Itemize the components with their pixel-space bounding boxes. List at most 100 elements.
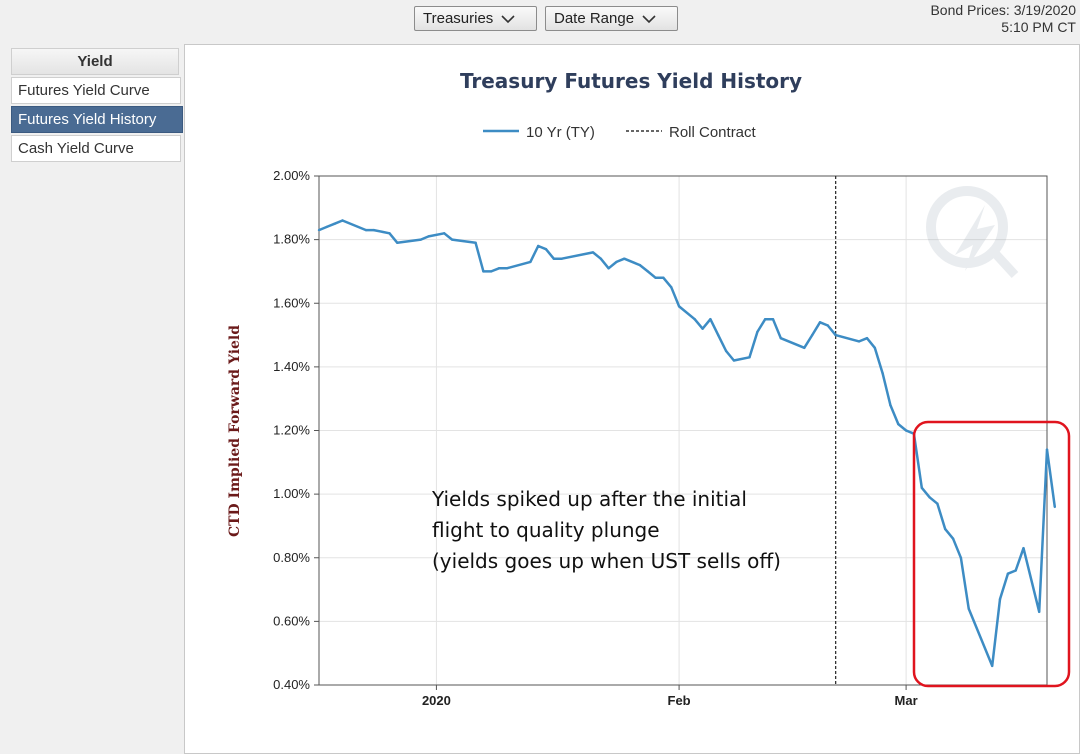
- legend-label-roll: Roll Contract: [669, 124, 757, 141]
- y-tick-label: 1.20%: [273, 423, 310, 438]
- series-line-10yr: [318, 219, 1057, 668]
- data-point: [388, 232, 391, 235]
- x-tick-label: Feb: [668, 693, 691, 708]
- data-point: [396, 241, 399, 244]
- data-point: [317, 228, 321, 232]
- data-point: [615, 260, 618, 264]
- data-point: [717, 333, 720, 337]
- data-point: [497, 267, 501, 270]
- data-point: [756, 330, 759, 334]
- data-point: [693, 318, 696, 321]
- chart-legend: 10 Yr (TY) Roll Contract: [483, 124, 757, 141]
- annotation-line-2: flight to quality plunge: [432, 518, 660, 542]
- y-tick-label: 2.00%: [273, 168, 310, 183]
- treasuries-dropdown-label: Treasuries: [423, 10, 494, 27]
- data-point: [654, 276, 657, 279]
- data-point: [599, 257, 602, 260]
- data-point: [646, 270, 649, 273]
- bond-prices-timestamp: Bond Prices: 3/19/2020 5:10 PM CT: [930, 2, 1076, 36]
- data-point: [474, 241, 477, 244]
- data-point: [544, 248, 548, 251]
- data-point: [936, 502, 939, 505]
- y-axis-title: CTD Implied Forward Yield: [227, 325, 243, 537]
- data-point: [1014, 569, 1017, 572]
- data-point: [364, 228, 368, 232]
- data-point: [771, 318, 775, 321]
- data-point: [1006, 572, 1010, 575]
- data-point: [333, 222, 336, 225]
- chevron-down-icon: [501, 14, 515, 23]
- data-point: [873, 346, 876, 349]
- y-tick-label: 1.40%: [273, 359, 310, 374]
- data-point: [325, 225, 328, 229]
- data-point: [998, 597, 1002, 601]
- y-tick-label: 1.80%: [273, 232, 310, 247]
- y-tick-label: 0.80%: [273, 550, 310, 565]
- sidebar-item-cash-yield-curve[interactable]: Cash Yield Curve: [11, 135, 181, 162]
- data-point: [450, 238, 454, 241]
- legend-label-series: 10 Yr (TY): [526, 124, 595, 141]
- treasuries-dropdown[interactable]: Treasuries: [414, 6, 537, 31]
- data-point: [419, 238, 422, 241]
- date-range-dropdown-label: Date Range: [554, 10, 635, 27]
- y-axis-ticks: 0.40% 0.60% 0.80% 1.00% 1.20% 1.40% 1.60% 1.80%…: [273, 168, 319, 692]
- x-tick-label: Mar: [895, 693, 918, 708]
- data-point: [537, 244, 540, 248]
- data-point: [944, 527, 947, 531]
- data-point: [607, 267, 610, 270]
- y-tick-label: 0.60%: [273, 613, 310, 628]
- data-point: [591, 251, 595, 254]
- sidebar-header-yield: Yield: [11, 48, 179, 75]
- data-point: [662, 276, 665, 279]
- data-point: [490, 270, 493, 273]
- data-point: [857, 340, 861, 343]
- x-tick-label: 2020: [422, 693, 451, 708]
- data-point: [881, 372, 884, 375]
- data-point: [865, 337, 869, 340]
- data-point: [897, 422, 900, 426]
- data-point: [920, 486, 923, 489]
- watermark-logo-icon: [926, 186, 1019, 279]
- data-point: [427, 235, 430, 238]
- annotation-line-1: Yields spiked up after the initial: [431, 487, 747, 511]
- plot-area: [318, 175, 1048, 686]
- highlight-box: [912, 420, 1071, 688]
- data-point: [967, 607, 970, 610]
- data-point: [670, 286, 673, 289]
- data-point: [552, 257, 555, 260]
- data-point: [803, 346, 806, 349]
- annotation-line-3: (yields goes up when UST sells off): [432, 549, 781, 573]
- data-point: [529, 260, 532, 264]
- data-point: [748, 356, 751, 359]
- data-point: [928, 496, 931, 499]
- bond-prices-date: Bond Prices: 3/19/2020: [930, 2, 1076, 18]
- data-point: [701, 327, 704, 330]
- data-point: [443, 232, 446, 235]
- yield-history-chart: Treasury Futures Yield History 10 Yr (TY…: [227, 69, 1071, 708]
- sidebar-item-futures-yield-curve[interactable]: Futures Yield Curve: [11, 77, 181, 104]
- data-point: [779, 337, 782, 340]
- data-point: [482, 270, 485, 273]
- y-tick-label: 0.40%: [273, 677, 310, 692]
- data-point: [623, 257, 626, 260]
- data-point: [724, 349, 728, 353]
- data-point: [709, 318, 712, 321]
- data-point: [732, 359, 736, 362]
- chart-panel: Treasury Futures Yield History 10 Yr (TY…: [184, 44, 1080, 754]
- data-point: [560, 257, 563, 260]
- data-point: [1022, 547, 1025, 550]
- chart-title: Treasury Futures Yield History: [460, 69, 802, 93]
- date-range-dropdown[interactable]: Date Range: [545, 6, 678, 31]
- series-points: [317, 219, 1056, 668]
- x-axis-ticks: 2020 Feb Mar: [422, 685, 918, 708]
- data-point: [834, 333, 837, 337]
- sidebar-item-futures-yield-history[interactable]: Futures Yield History: [11, 106, 183, 133]
- sidebar: Yield Futures Yield Curve Futures Yield …: [11, 48, 183, 162]
- y-tick-label: 1.60%: [273, 295, 310, 310]
- data-point: [811, 333, 814, 337]
- data-point: [818, 321, 822, 324]
- annotation: Yields spiked up after the initial fligh…: [431, 487, 781, 573]
- data-point: [1053, 505, 1056, 509]
- data-point: [889, 403, 892, 407]
- data-point: [951, 537, 955, 540]
